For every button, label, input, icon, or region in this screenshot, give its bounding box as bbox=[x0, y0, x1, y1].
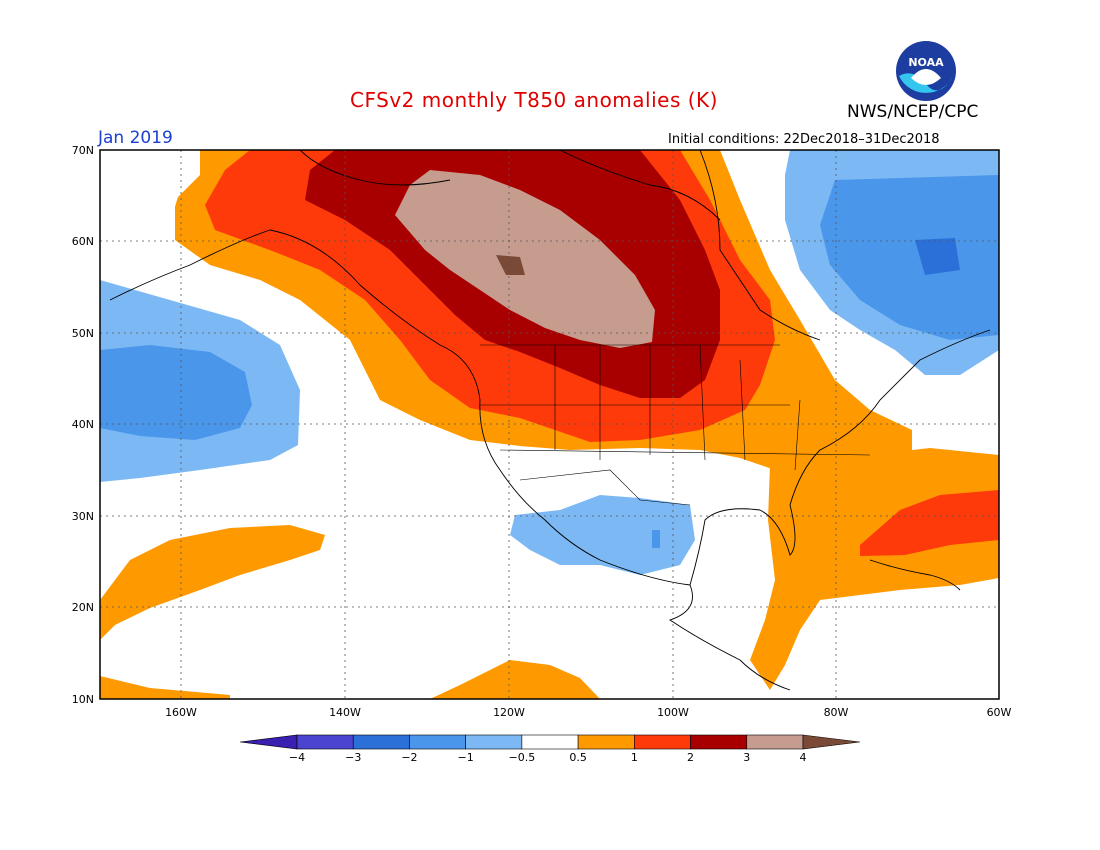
lat-label: 60N bbox=[72, 235, 94, 248]
map-frame bbox=[99, 149, 1000, 700]
colorbar-max-arrow bbox=[802, 734, 861, 750]
lat-label: 50N bbox=[72, 327, 94, 340]
noaa-logo: NOAA bbox=[896, 41, 956, 101]
colorbar-label: −2 bbox=[401, 751, 417, 764]
colorbar-label: 2 bbox=[687, 751, 694, 764]
tropical-pacific-warm bbox=[430, 660, 600, 699]
northeast-cold-peak bbox=[915, 238, 960, 275]
colorbar: −4 −3 −2 −1 −0.5 0.5 1 2 3 4 bbox=[239, 734, 861, 764]
lon-label: 60W bbox=[987, 706, 1012, 719]
colorbar-box bbox=[409, 734, 466, 750]
lon-label: 140W bbox=[329, 706, 361, 719]
colorbar-label: −3 bbox=[345, 751, 361, 764]
colorbar-label: −1 bbox=[458, 751, 474, 764]
southwest-cold-anomaly bbox=[510, 495, 695, 575]
agency-label: NWS/NCEP/CPC bbox=[847, 102, 979, 122]
lat-label: 10N bbox=[72, 693, 94, 706]
warm-anomaly-core bbox=[395, 170, 655, 348]
northeast-cold-core bbox=[820, 175, 999, 340]
southwest-corner-warm bbox=[100, 676, 230, 699]
lat-label: 20N bbox=[72, 601, 94, 614]
subtropical-pacific-warm bbox=[100, 525, 325, 640]
colorbar-label: 0.5 bbox=[569, 751, 587, 764]
atlantic-warm-red bbox=[860, 490, 999, 556]
lon-label: 120W bbox=[493, 706, 525, 719]
colorbar-box bbox=[352, 734, 410, 750]
chart-title: CFSv2 monthly T850 anomalies (K) bbox=[350, 88, 718, 112]
graticule bbox=[100, 150, 999, 699]
lat-label: 30N bbox=[72, 510, 94, 523]
colorbar-box bbox=[296, 734, 354, 750]
colorbar-label: 1 bbox=[631, 751, 638, 764]
anomaly-fields bbox=[100, 150, 999, 699]
colorbar-label: −4 bbox=[289, 751, 305, 764]
lat-labels: 70N 60N 50N 40N 30N 20N 10N bbox=[72, 144, 94, 706]
lat-label: 70N bbox=[72, 144, 94, 157]
colorbar-label: 4 bbox=[800, 751, 807, 764]
pacific-cold-core bbox=[100, 345, 252, 440]
coastlines bbox=[109, 150, 991, 691]
forecast-month: Jan 2019 bbox=[98, 128, 173, 148]
lon-label: 80W bbox=[824, 706, 849, 719]
colorbar-box bbox=[634, 734, 691, 750]
lon-labels: 160W 140W 120W 100W 80W 60W bbox=[165, 706, 1011, 719]
colorbar-box bbox=[577, 734, 635, 750]
initial-conditions: Initial conditions: 22Dec2018–31Dec2018 bbox=[668, 132, 940, 147]
colorbar-box bbox=[521, 734, 579, 750]
colorbar-box bbox=[746, 734, 804, 750]
colorbar-label: 3 bbox=[743, 751, 750, 764]
colorbar-label: −0.5 bbox=[509, 751, 536, 764]
borders bbox=[480, 344, 871, 506]
colorbar-min-arrow bbox=[239, 734, 298, 750]
warm-anomaly-peak bbox=[496, 255, 525, 275]
lat-label: 40N bbox=[72, 418, 94, 431]
lon-label: 100W bbox=[657, 706, 689, 719]
colorbar-box bbox=[465, 734, 523, 750]
lon-label: 160W bbox=[165, 706, 197, 719]
colorbar-box bbox=[690, 734, 748, 750]
logo-text: NOAA bbox=[908, 56, 944, 69]
